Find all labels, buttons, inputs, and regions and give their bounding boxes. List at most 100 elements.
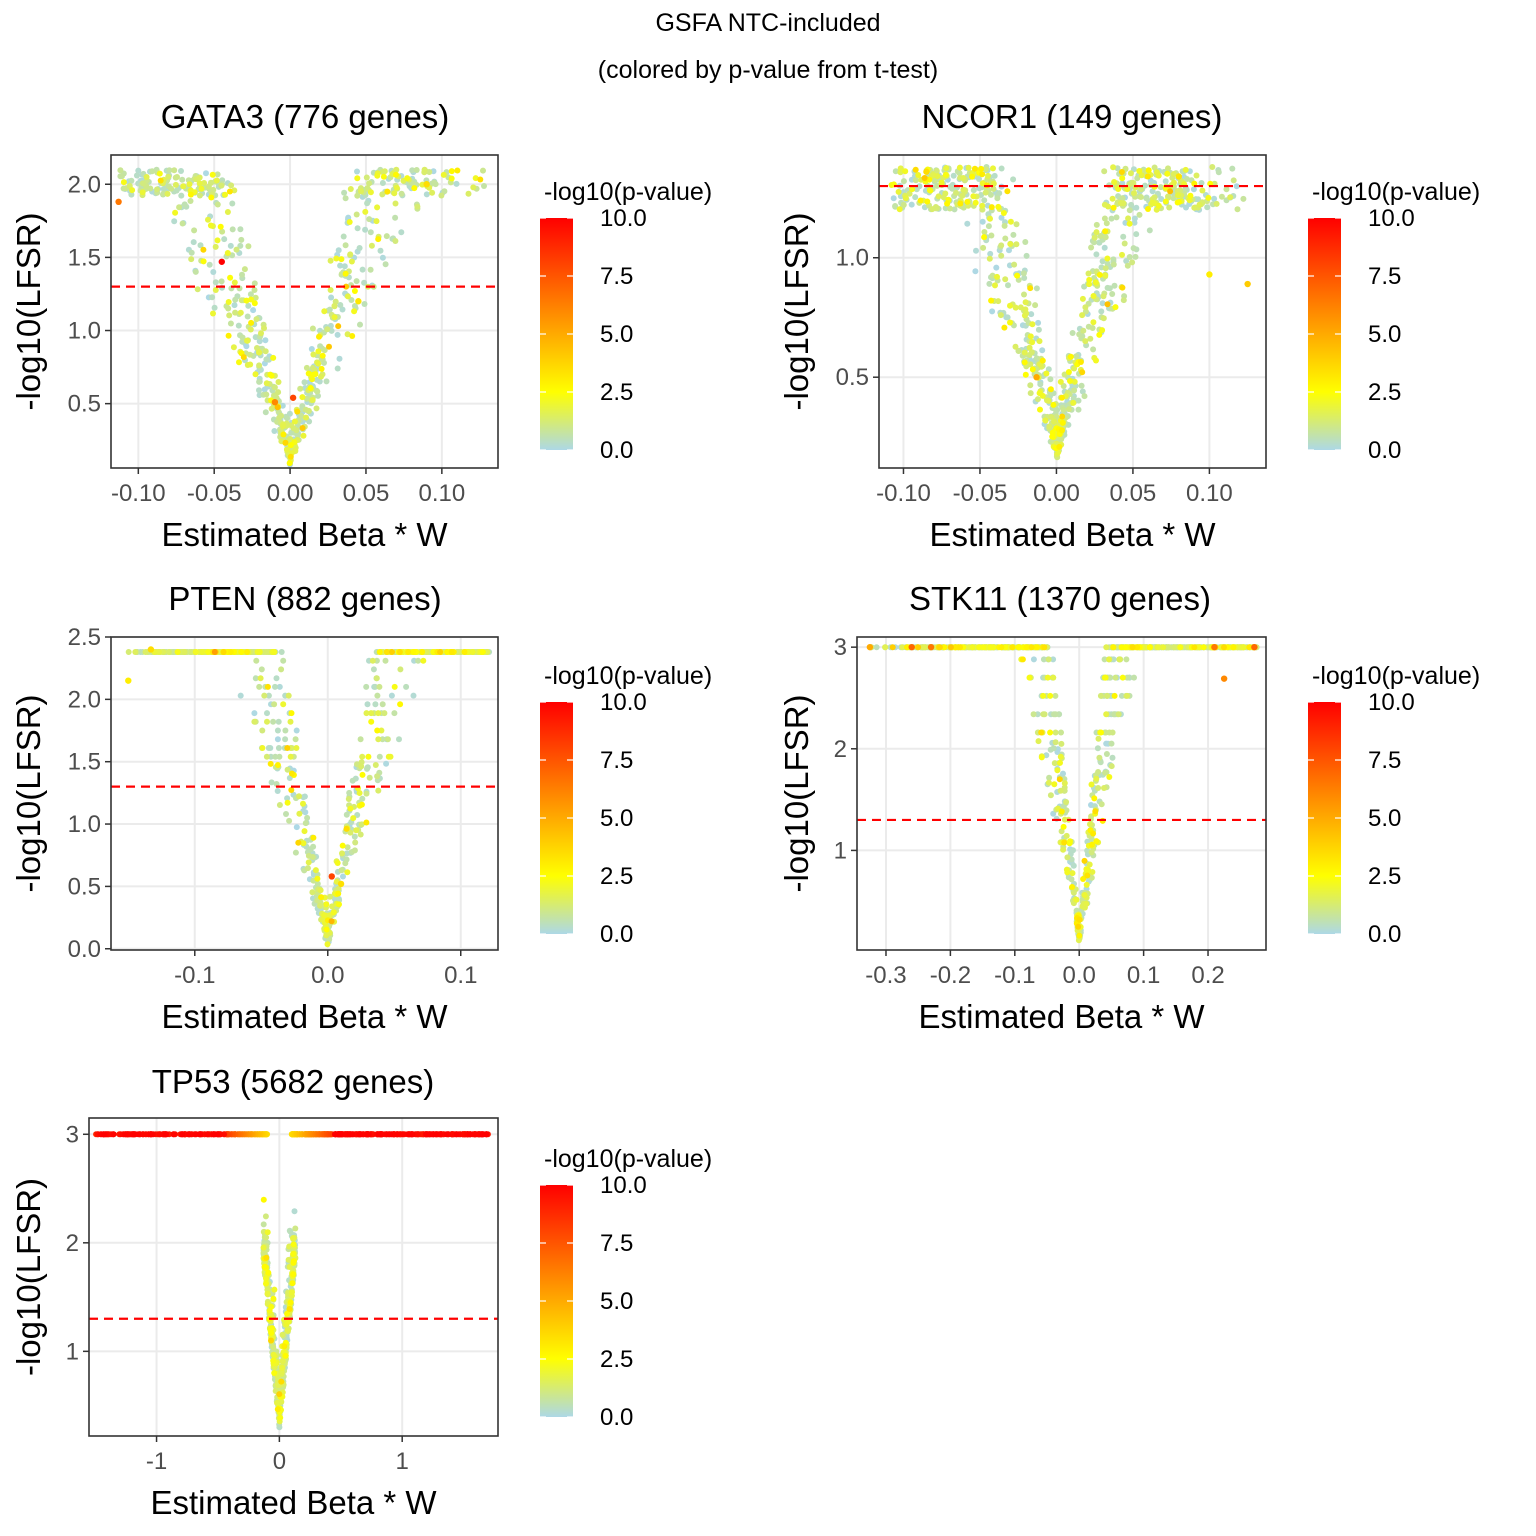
data-point (1119, 175, 1126, 182)
data-point (290, 1271, 297, 1278)
highlighted-point (1206, 271, 1213, 278)
data-point (1022, 239, 1029, 245)
data-point (1089, 325, 1096, 331)
data-point (1071, 378, 1078, 385)
data-point (1157, 184, 1164, 191)
data-point (908, 201, 915, 208)
x-tick-label: 0.0 (311, 962, 344, 989)
data-point (272, 683, 278, 690)
data-point (186, 181, 193, 188)
data-point (1090, 346, 1097, 353)
data-point (941, 644, 948, 651)
data-point (372, 762, 379, 768)
data-point (1035, 738, 1042, 745)
data-point (1061, 816, 1068, 823)
y-tick-label: 3 (834, 634, 847, 661)
data-point (909, 186, 916, 193)
data-point (310, 351, 317, 358)
data-point (338, 867, 345, 874)
data-point (1102, 272, 1109, 279)
data-point (339, 306, 346, 313)
data-point (391, 190, 398, 197)
data-point (1099, 327, 1106, 334)
data-point (348, 258, 355, 265)
data-point (276, 753, 283, 760)
data-point (324, 326, 331, 333)
data-point (291, 1208, 298, 1215)
data-point (1001, 324, 1008, 331)
data-point (964, 198, 971, 205)
data-point (295, 839, 302, 846)
data-point (1012, 304, 1019, 311)
data-point (160, 649, 167, 655)
data-point (1085, 270, 1092, 277)
highlighted-point (125, 677, 132, 684)
data-point (280, 657, 287, 664)
data-point (262, 1213, 269, 1220)
data-point (1109, 291, 1116, 297)
data-point (1001, 222, 1008, 229)
data-point (1115, 711, 1122, 718)
data-point (1126, 207, 1133, 214)
data-point (970, 187, 977, 194)
data-point (1160, 644, 1167, 651)
data-point (284, 745, 291, 751)
data-point (1096, 331, 1103, 338)
data-point (994, 273, 1000, 280)
data-point (1022, 306, 1029, 313)
data-point (290, 1235, 296, 1242)
data-point (1124, 186, 1131, 193)
data-point (157, 177, 164, 184)
data-point (143, 174, 150, 180)
data-point (252, 675, 259, 682)
data-point (1086, 281, 1093, 288)
data-point (323, 926, 330, 933)
data-point (344, 331, 351, 338)
data-point (347, 186, 354, 192)
highlighted-point (1251, 643, 1258, 651)
data-point (252, 294, 259, 301)
panel-title: TP53 (5682 genes) (152, 1063, 435, 1100)
data-point (1040, 692, 1047, 699)
data-point (396, 649, 403, 655)
data-point (364, 765, 370, 772)
data-point (1093, 838, 1100, 845)
data-point (341, 1131, 348, 1138)
data-point (336, 901, 342, 908)
legend-label: 2.5 (1368, 863, 1401, 890)
data-point (366, 216, 373, 223)
data-point (1033, 285, 1040, 292)
data-point (315, 392, 321, 399)
data-point (343, 811, 350, 818)
data-point (1175, 199, 1182, 205)
data-point (1047, 386, 1054, 393)
data-point (192, 649, 199, 655)
data-point (199, 649, 206, 655)
data-point (1137, 194, 1144, 200)
data-point (1051, 418, 1058, 425)
y-tick-label: 0.5 (68, 873, 101, 900)
data-point (1098, 729, 1104, 736)
data-point (227, 320, 234, 327)
data-point (1093, 229, 1100, 236)
data-point (261, 692, 268, 699)
data-point (1036, 338, 1043, 345)
data-point (1086, 276, 1093, 283)
data-point (902, 168, 909, 175)
data-point (1182, 166, 1189, 173)
data-point (951, 206, 958, 213)
data-point (232, 309, 239, 316)
legend-label: 0.0 (600, 1404, 633, 1431)
data-point (188, 649, 195, 655)
x-tick-label: 0.1 (1127, 962, 1160, 989)
data-point (1116, 656, 1123, 663)
data-point (208, 194, 215, 201)
data-point (367, 189, 374, 196)
data-point (388, 692, 395, 699)
data-point (263, 753, 270, 760)
highlighted-point (923, 168, 930, 175)
data-point (209, 294, 216, 301)
data-point (1119, 674, 1126, 681)
data-point (279, 402, 286, 409)
data-point (315, 348, 322, 355)
